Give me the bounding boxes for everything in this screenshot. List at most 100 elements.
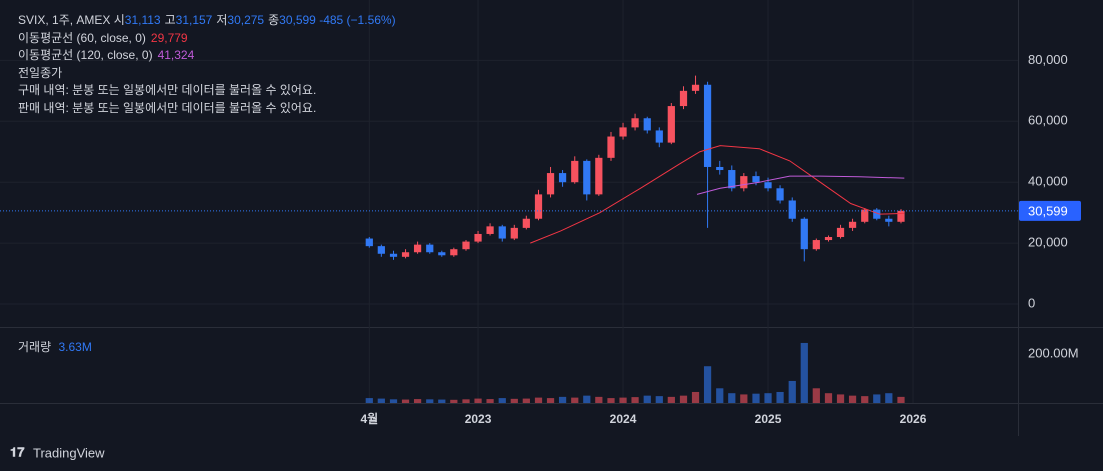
volume-bar <box>643 395 651 403</box>
volume-bar <box>873 394 881 403</box>
candle-body <box>534 194 543 219</box>
volume-bar <box>498 398 506 403</box>
symbol-line: SVIX, 1주, AMEX 시31,113 고31,157 저30,275 종30,… <box>18 12 396 30</box>
volume-bar <box>885 393 893 403</box>
change: -485 (−1.56%) <box>319 13 396 27</box>
candle-body <box>510 227 518 239</box>
candle-body <box>776 188 784 201</box>
candle-body <box>873 209 881 219</box>
volume-bar <box>848 395 857 403</box>
candle-body <box>486 226 494 234</box>
ohlc-value: 30,275 <box>227 13 265 27</box>
candle-body <box>426 244 434 253</box>
ohlc-label: 종 <box>268 13 280 27</box>
ohlc: 시31,113 고31,157 저30,275 종30,599 <box>114 13 316 27</box>
volume-bar <box>450 399 458 403</box>
moving-average <box>696 175 905 195</box>
volume-bar <box>534 397 543 403</box>
x-tick-label: 2023 <box>465 412 492 426</box>
candle-body <box>655 130 663 143</box>
candle-body <box>474 233 482 242</box>
candle-body <box>812 240 820 250</box>
candle-body <box>438 252 446 256</box>
ohlc-label: 시 <box>113 13 125 27</box>
x-tick-label: 2025 <box>755 412 782 426</box>
volume-bar <box>413 399 422 403</box>
ma-legend: 이동평균선 (120, close, 0) 41,324 <box>18 47 396 65</box>
volume-bar <box>897 396 905 403</box>
symbol: SVIX, 1주, AMEX <box>18 13 111 27</box>
candle-body <box>788 200 796 219</box>
sell-note: 판매 내역: 분봉 또는 일봉에서만 데이터를 불러올 수 있어요. <box>18 100 317 115</box>
last-price-label: 30,599 <box>1028 203 1068 218</box>
volume-legend: 거래량 3.63M <box>18 338 92 355</box>
candle-body <box>413 244 422 253</box>
legend: SVIX, 1주, AMEX 시31,113 고31,157 저30,275 종30,… <box>18 12 396 117</box>
candle-body <box>450 249 458 256</box>
volume-value: 3.63M <box>58 340 92 354</box>
candle-body <box>583 160 591 195</box>
candle-body <box>643 118 651 131</box>
candle-body <box>667 106 675 143</box>
volume-bar <box>462 399 470 403</box>
volume-bar <box>776 391 784 403</box>
volume-bar <box>812 388 820 403</box>
ohlc-value: 30,599 <box>279 13 316 27</box>
logo-mark: 𝟏𝟕 <box>10 444 25 459</box>
volume-bar <box>800 342 808 403</box>
candle-body <box>716 166 724 171</box>
candle-body <box>389 253 398 257</box>
volume-bar <box>836 394 845 403</box>
volume-bar <box>571 397 579 403</box>
candle-body <box>462 241 470 250</box>
volume-bar <box>365 398 373 403</box>
candle-body <box>401 252 410 257</box>
volume-bar <box>716 388 724 403</box>
candle-body <box>824 237 833 241</box>
candle-body <box>764 182 772 189</box>
volume-bar <box>824 393 833 403</box>
volume-bar <box>703 366 712 403</box>
volume-bar <box>691 391 700 403</box>
ohlc-label: 고 <box>164 13 176 27</box>
ma-value: 29,779 <box>150 30 188 45</box>
volume-bar <box>377 398 385 403</box>
candle-body <box>897 210 905 222</box>
candle-body <box>607 136 615 158</box>
candle-body <box>836 227 845 238</box>
x-tick-label: 4월 <box>360 411 378 426</box>
volume-bar <box>595 396 603 403</box>
volume-bar <box>510 398 518 403</box>
candle-body <box>740 176 748 189</box>
ohlc-value: 31,113 <box>124 13 161 27</box>
candle-body <box>631 118 639 128</box>
background <box>0 0 1103 436</box>
candle-body <box>365 238 373 247</box>
volume-bar <box>522 398 530 403</box>
candle-body <box>691 84 700 91</box>
last-price-box <box>1019 200 1081 221</box>
volume-bar <box>558 396 567 403</box>
candle-body <box>885 218 893 222</box>
y-tick-label: 20,000 <box>1028 235 1068 250</box>
volume-bar <box>401 399 410 403</box>
volume-bar <box>728 393 736 403</box>
candle-body <box>848 221 857 228</box>
x-tick-label: 2024 <box>610 412 637 426</box>
candle-body <box>522 218 530 228</box>
ma-legend: 이동평균선 (60, close, 0) 29,779 <box>18 30 396 48</box>
candle-body <box>728 170 736 189</box>
ohlc-label: 저 <box>216 13 228 27</box>
ma-name: 이동평균선 (60, close, 0) <box>18 30 146 45</box>
volume-bar <box>426 399 434 403</box>
volume-bar <box>788 380 796 403</box>
volume-bar <box>667 396 675 403</box>
y-tick-label: 60,000 <box>1028 113 1068 128</box>
volume-title: 거래량 <box>18 340 52 354</box>
volume-bar <box>861 396 869 403</box>
y-tick-label: 40,000 <box>1028 174 1068 189</box>
candle-body <box>595 157 603 195</box>
y-tick-label: 0 <box>1028 295 1035 310</box>
footer <box>0 436 1103 471</box>
volume-bar <box>619 397 627 403</box>
